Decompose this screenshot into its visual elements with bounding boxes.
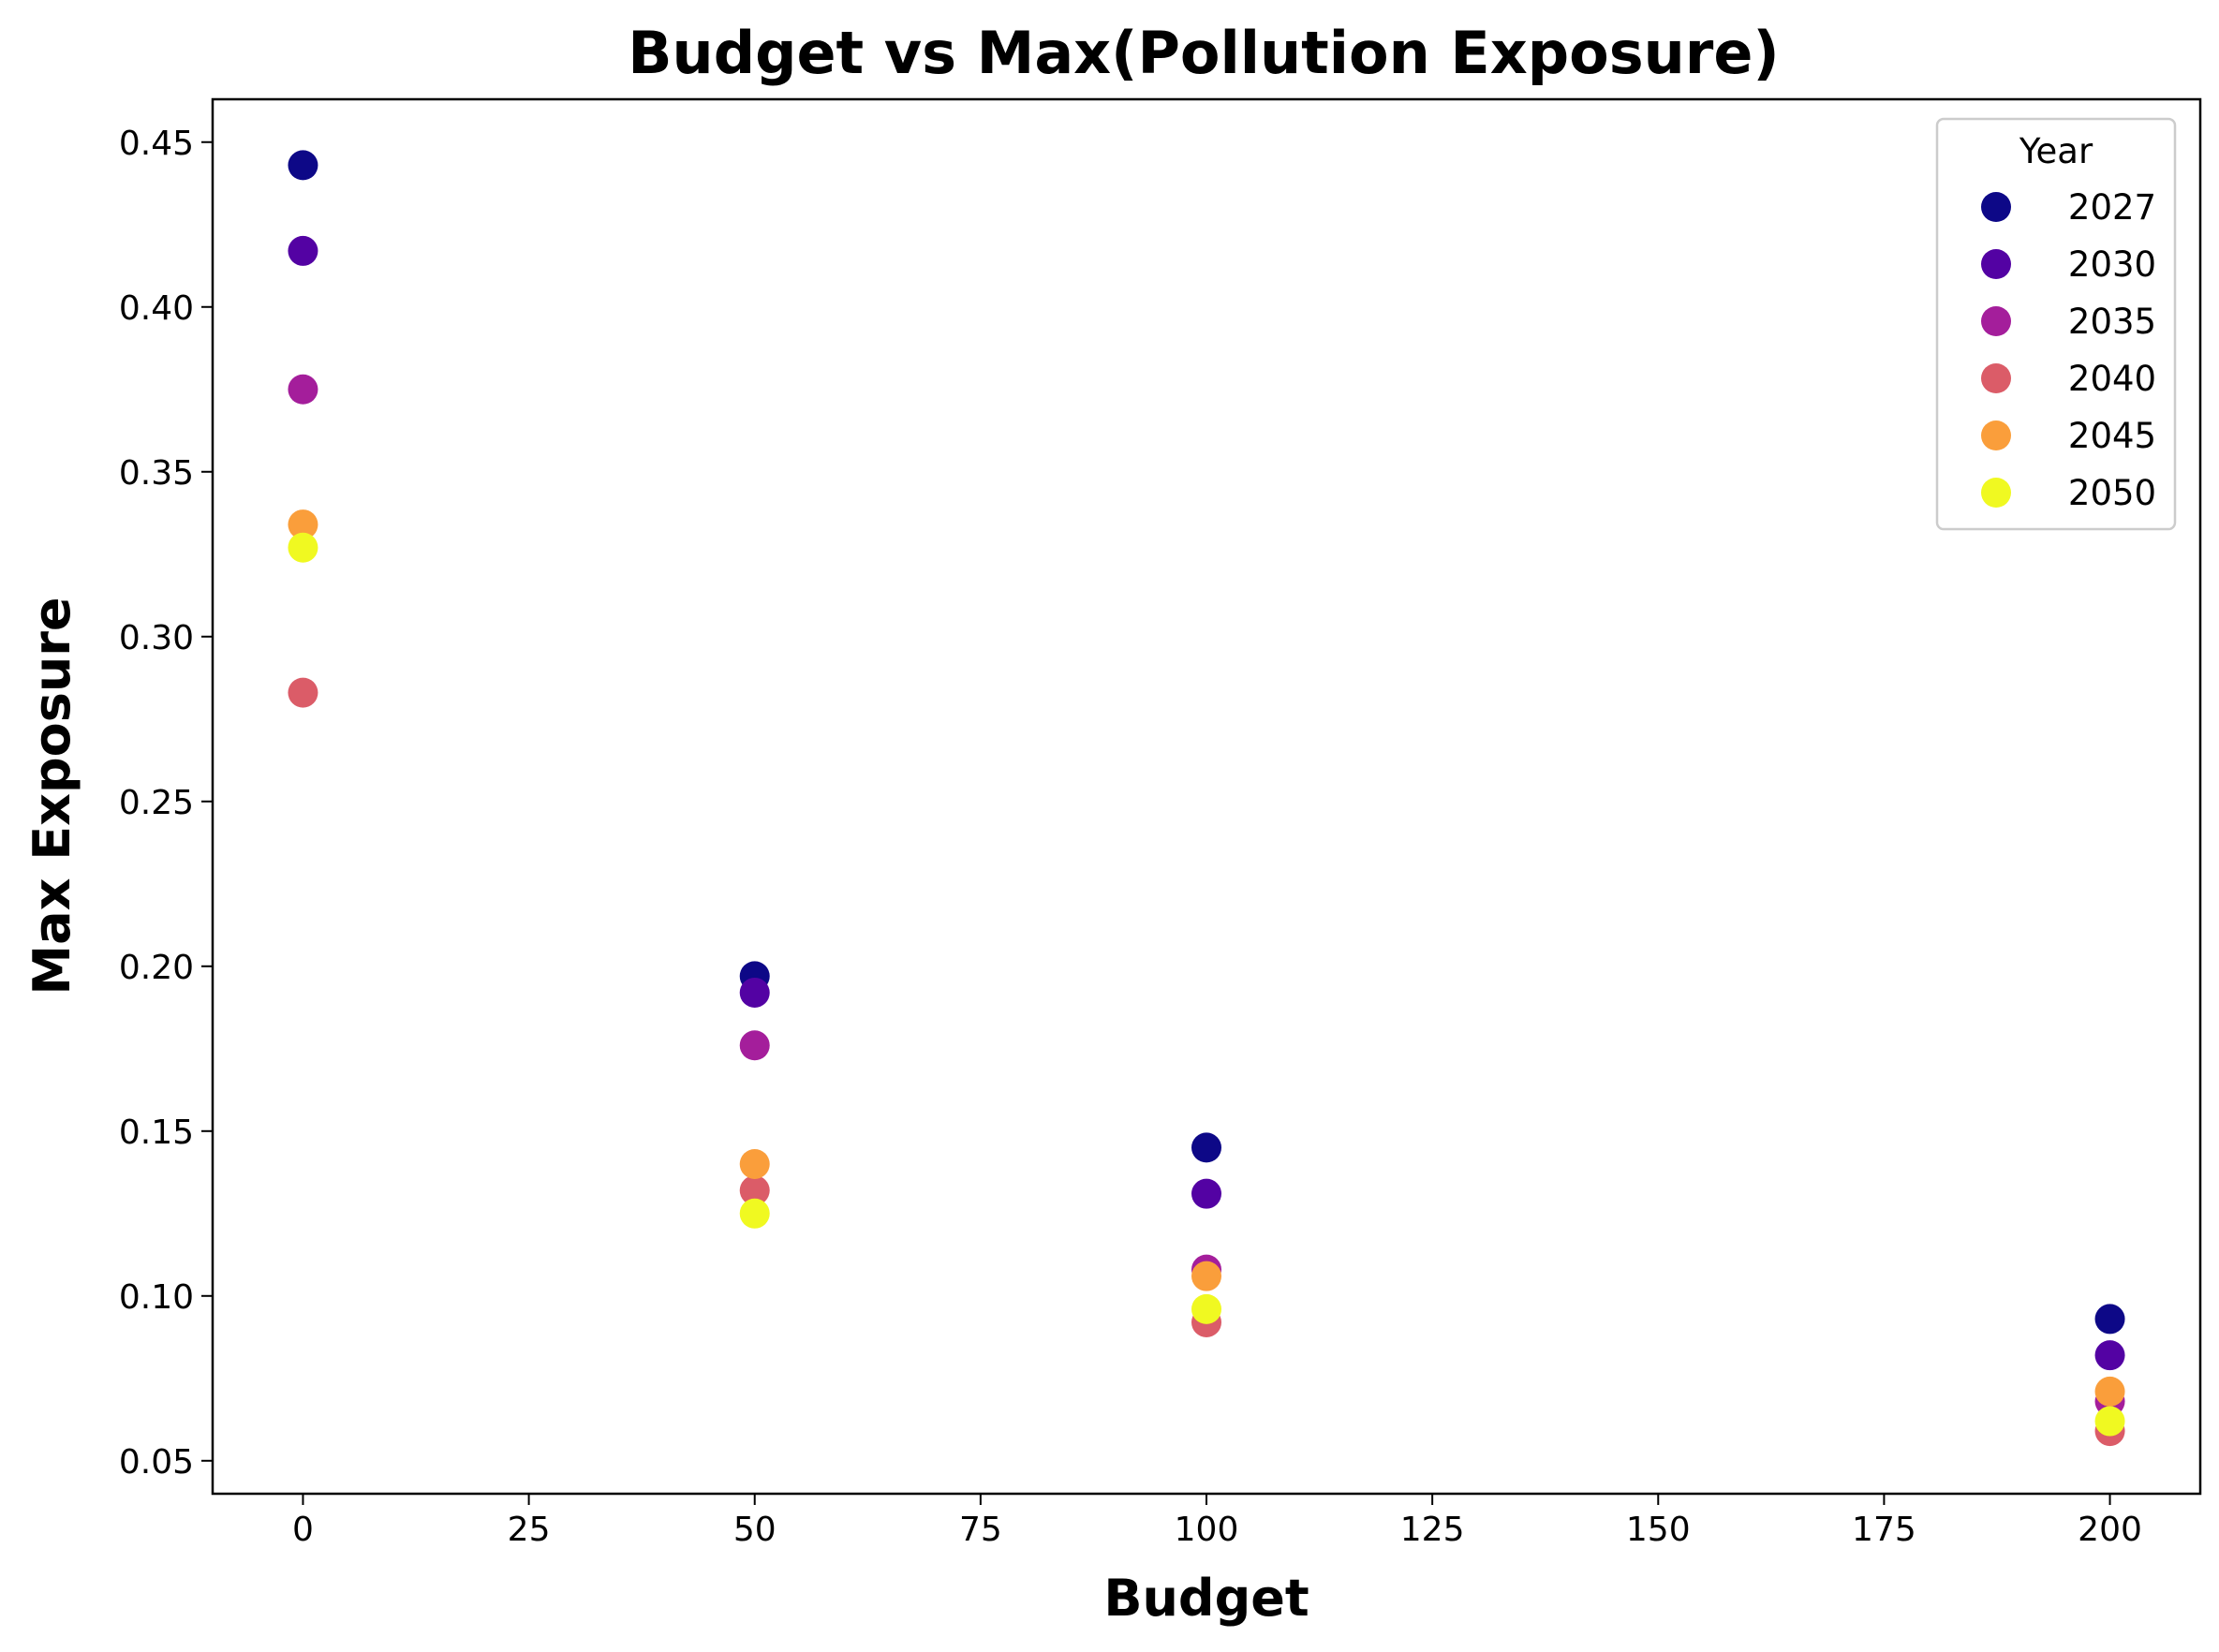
data-point-2030: [288, 235, 318, 266]
x-tick-label: 100: [1175, 1511, 1239, 1549]
y-axis-ticks: 0.05 0.10 0.15 0.20 0.25 0.30 0.35 0.40 0.45: [119, 125, 213, 1482]
legend-label-2030: 2030: [2068, 244, 2156, 285]
y-tick-label: 0.45: [119, 125, 194, 163]
legend-marker-2030: [1981, 249, 2011, 279]
legend-marker-2050: [1981, 478, 2011, 508]
legend-entries: 2027 2030 2035 2040 2045 2050: [1981, 187, 2156, 513]
y-axis-label: Max Exposure: [22, 597, 81, 995]
legend-label-2040: 2040: [2068, 359, 2156, 399]
legend-title: Year: [2019, 131, 2093, 171]
x-tick-label: 125: [1400, 1511, 1465, 1549]
legend-marker-2045: [1981, 420, 2011, 450]
y-tick-label: 0.20: [119, 949, 194, 987]
legend-label-2045: 2045: [2068, 416, 2156, 456]
legend-label-2050: 2050: [2068, 473, 2156, 513]
x-tick-label: 25: [508, 1511, 551, 1549]
data-point-2045: [739, 1148, 770, 1179]
y-tick-label: 0.25: [119, 784, 194, 822]
data-point-2027: [288, 150, 318, 181]
data-point-2040: [288, 677, 318, 708]
x-tick-label: 150: [1626, 1511, 1691, 1549]
data-point-2035: [739, 1030, 770, 1061]
x-tick-label: 200: [2078, 1511, 2142, 1549]
x-tick-label: 0: [292, 1511, 314, 1549]
data-point-2035: [288, 374, 318, 405]
data-points: [288, 150, 2125, 1447]
legend-label-2027: 2027: [2068, 187, 2156, 228]
data-point-2050: [2094, 1406, 2125, 1437]
data-point-2045: [2094, 1376, 2125, 1407]
data-point-2030: [1191, 1178, 1221, 1209]
y-tick-label: 0.05: [119, 1443, 194, 1482]
y-tick-label: 0.15: [119, 1114, 194, 1152]
legend-marker-2027: [1981, 192, 2011, 222]
legend: Year 2027 2030 2035 2040 2045 2050: [1935, 117, 2177, 531]
legend-marker-2035: [1981, 306, 2011, 336]
data-point-2030: [2094, 1340, 2125, 1371]
data-point-2050: [739, 1198, 770, 1229]
data-point-2040: [739, 1175, 770, 1206]
legend-label-2035: 2035: [2068, 302, 2156, 342]
data-point-2030: [739, 977, 770, 1008]
data-point-2050: [1191, 1293, 1221, 1324]
legend-marker-2040: [1981, 363, 2011, 393]
x-tick-label: 50: [733, 1511, 777, 1549]
y-tick-label: 0.10: [119, 1278, 194, 1317]
x-tick-label: 175: [1852, 1511, 1916, 1549]
data-point-2027: [1191, 1132, 1221, 1163]
x-axis-ticks: 0 25 50 75 100 125 150 175 200: [292, 1494, 2142, 1549]
chart-title: Budget vs Max(Pollution Exposure): [628, 19, 1779, 87]
x-axis-label: Budget: [1103, 1569, 1309, 1628]
x-tick-label: 75: [959, 1511, 1002, 1549]
data-point-2045: [288, 509, 318, 540]
y-tick-label: 0.35: [119, 454, 194, 493]
data-point-2045: [1191, 1261, 1221, 1291]
data-point-2050: [288, 532, 318, 563]
y-tick-label: 0.40: [119, 289, 194, 328]
data-point-2027: [2094, 1304, 2125, 1335]
y-tick-label: 0.30: [119, 619, 194, 657]
